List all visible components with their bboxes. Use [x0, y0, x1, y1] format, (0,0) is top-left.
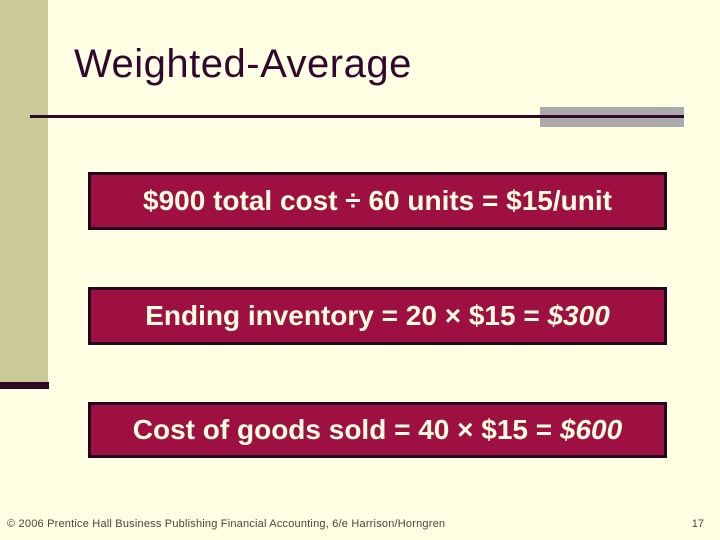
left-accent-band	[0, 0, 48, 382]
formula-box-cost-of-goods-sold: Cost of goods sold = 40 × $15 = $600	[88, 402, 667, 458]
formula-result: $300	[547, 300, 610, 331]
slide-page-number: 17	[691, 518, 704, 530]
formula-text: Ending inventory = 20 × $15 =	[145, 300, 548, 331]
formula-text: Cost of goods sold = 40 × $15 =	[132, 414, 560, 445]
slide-title: Weighted-Average	[74, 42, 412, 86]
left-accent-band-cap	[0, 382, 49, 389]
formula-box-ending-inventory: Ending inventory = 20 × $15 = $300	[88, 287, 667, 345]
title-rule-line	[30, 115, 684, 118]
copyright-footer: © 2006 Prentice Hall Business Publishing…	[7, 518, 446, 530]
formula-text: $900 total cost ÷ 60 units = $15/unit	[143, 185, 612, 216]
formula-box-unit-cost: $900 total cost ÷ 60 units = $15/unit	[88, 172, 667, 230]
formula-result: $600	[559, 414, 623, 445]
